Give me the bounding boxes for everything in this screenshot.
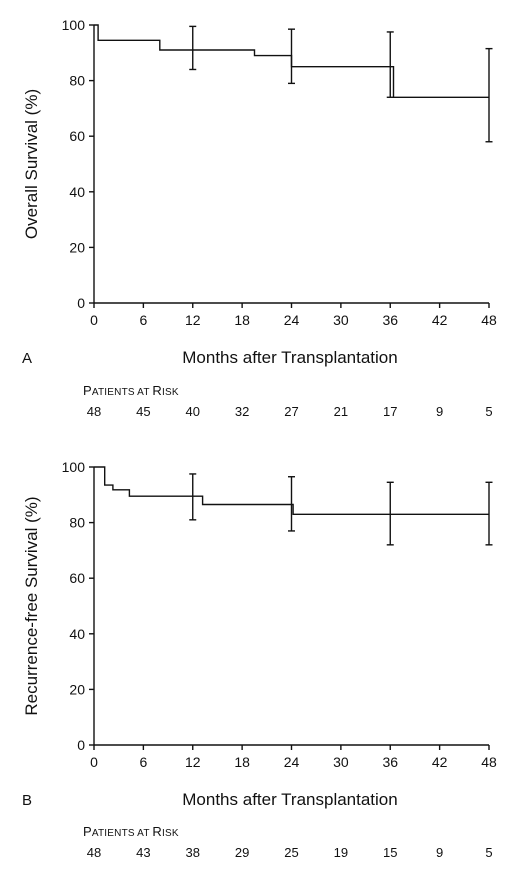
x-axis-label: Months after Transplantation — [182, 348, 397, 367]
risk-value: 15 — [383, 845, 397, 860]
risk-value: 9 — [436, 845, 443, 860]
x-tick-label: 42 — [432, 312, 448, 328]
risk-value: 17 — [383, 404, 397, 419]
y-tick-label: 20 — [69, 239, 85, 255]
risk-value: 29 — [235, 845, 249, 860]
x-tick-label: 12 — [185, 754, 201, 770]
risk-value: 21 — [334, 404, 348, 419]
x-tick-label: 42 — [432, 754, 448, 770]
risk-value: 5 — [485, 845, 492, 860]
y-tick-label: 80 — [69, 515, 85, 531]
y-tick-label: 60 — [69, 128, 85, 144]
risk-table: 48 45 40 32 27 21 17 9 5 — [87, 404, 493, 419]
y-tick-label: 0 — [77, 737, 85, 753]
error-bar — [189, 473, 197, 521]
risk-value: 45 — [136, 404, 150, 419]
risk-value: 9 — [436, 404, 443, 419]
error-bar — [189, 25, 197, 71]
error-bar — [485, 481, 493, 546]
risk-value: 27 — [284, 404, 298, 419]
x-tick-label: 30 — [333, 312, 349, 328]
x-tick-label: 0 — [90, 312, 98, 328]
error-bar — [386, 31, 394, 98]
risk-value: 40 — [186, 404, 200, 419]
y-axis-label: Recurrence-free Survival (%) — [22, 496, 41, 715]
risk-value: 5 — [485, 404, 492, 419]
x-tick-label: 48 — [481, 754, 497, 770]
x-tick-label: 48 — [481, 312, 497, 328]
plot-marks: 0 20 40 60 80 100 0 6 12 18 24 30 36 42 48 — [62, 459, 497, 770]
y-tick-label: 40 — [69, 626, 85, 642]
x-tick-label: 36 — [382, 754, 398, 770]
risk-table-title: PATIENTS AT RISK — [83, 383, 179, 398]
error-bar — [485, 47, 493, 143]
risk-value: 38 — [186, 845, 200, 860]
risk-table: 48 43 38 29 25 19 15 9 5 — [87, 845, 493, 860]
y-tick-label: 60 — [69, 570, 85, 586]
panel-label: A — [22, 350, 32, 367]
x-tick-label: 6 — [139, 754, 147, 770]
survival-step-line — [94, 466, 489, 515]
risk-value: 25 — [284, 845, 298, 860]
x-tick-label: 24 — [284, 312, 300, 328]
risk-value: 19 — [334, 845, 348, 860]
panel-label: B — [22, 792, 32, 809]
y-tick-label: 100 — [62, 459, 86, 475]
risk-table-title: PATIENTS AT RISK — [83, 824, 179, 839]
risk-value: 32 — [235, 404, 249, 419]
error-bar — [288, 28, 295, 85]
plot-marks: 0 20 40 60 80 100 0 6 12 18 24 30 36 42 48 — [62, 17, 497, 328]
y-tick-label: 0 — [77, 295, 85, 311]
x-tick-label: 30 — [333, 754, 349, 770]
x-tick-label: 24 — [284, 754, 300, 770]
error-bar — [386, 481, 394, 546]
survival-step-line — [94, 24, 489, 98]
x-tick-label: 36 — [382, 312, 398, 328]
error-bar — [288, 476, 295, 532]
x-axis-label: Months after Transplantation — [182, 790, 397, 809]
y-tick-label: 80 — [69, 73, 85, 89]
panel-a: Overall Survival (%) A Months after Tran… — [22, 17, 497, 419]
x-tick-label: 6 — [139, 312, 147, 328]
y-tick-label: 20 — [69, 681, 85, 697]
x-tick-label: 0 — [90, 754, 98, 770]
x-tick-label: 12 — [185, 312, 201, 328]
panel-b: Recurrence-free Survival (%) B Months af… — [22, 459, 497, 860]
risk-value: 43 — [136, 845, 150, 860]
x-tick-label: 18 — [234, 312, 250, 328]
y-axis-label: Overall Survival (%) — [22, 89, 41, 239]
y-tick-label: 100 — [62, 17, 86, 33]
x-tick-label: 18 — [234, 754, 250, 770]
y-tick-label: 40 — [69, 184, 85, 200]
risk-value: 48 — [87, 845, 101, 860]
risk-value: 48 — [87, 404, 101, 419]
